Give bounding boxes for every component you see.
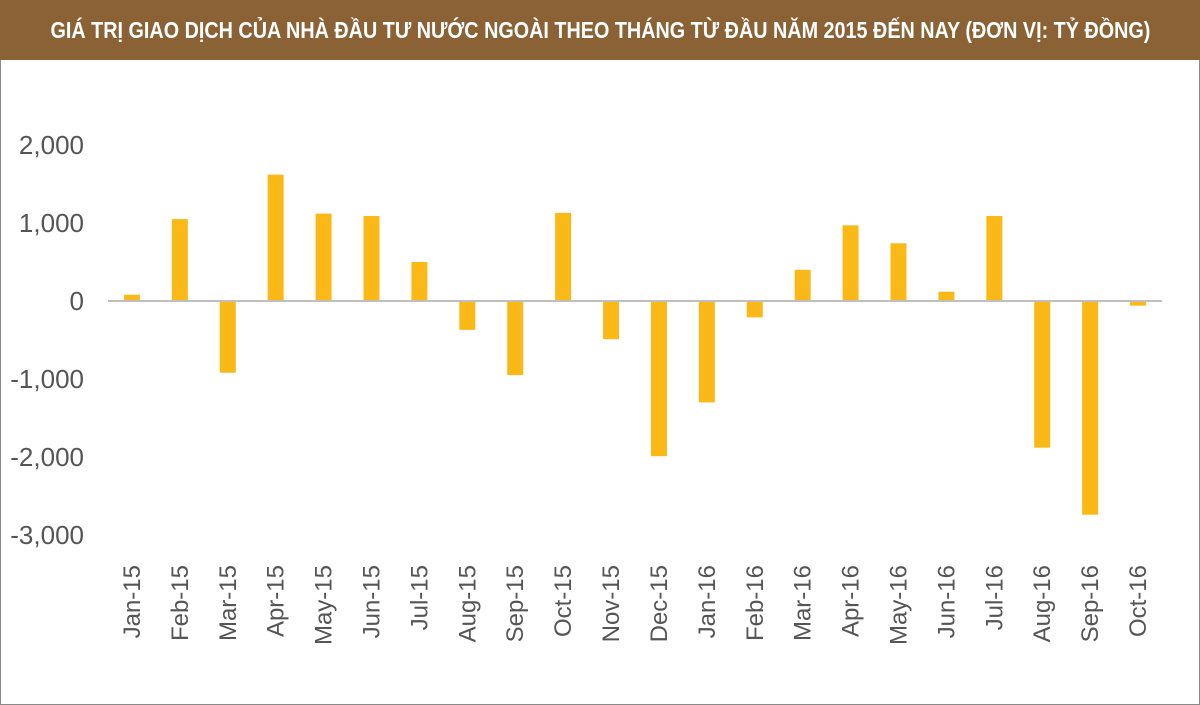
bar-mar-16 [794,269,811,301]
x-tick-label: Apr-15 [263,565,290,637]
bar-feb-15 [171,219,188,301]
bar-apr-16 [842,225,859,301]
bar-sep-15 [507,301,524,376]
bar-aug-15 [459,301,476,330]
y-tick-label: -3,000 [10,520,84,550]
bar-may-16 [890,243,907,301]
x-tick-label: Oct-16 [1125,565,1152,637]
bar-oct-16 [1130,301,1147,306]
bar-jul-15 [411,262,428,301]
bar-jan-15 [123,294,140,301]
x-tick-label: Mar-15 [215,565,242,641]
bar-series [123,174,1147,515]
x-tick-label: Apr-16 [838,565,865,637]
x-tick-label: Feb-15 [167,565,194,641]
bar-may-15 [315,213,332,301]
y-tick-label: 2,000 [19,130,84,160]
chart-title: GIÁ TRỊ GIAO DỊCH CỦA NHÀ ĐẦU TƯ NƯỚC NG… [50,16,1150,43]
bar-mar-15 [219,301,236,373]
bar-apr-15 [267,174,284,301]
y-tick-label: -2,000 [10,442,84,472]
bar-sep-16 [1082,301,1099,515]
x-tick-label: Oct-15 [550,565,577,637]
y-tick-label: 0 [70,286,84,316]
x-tick-label: Jan-15 [119,565,146,638]
x-tick-label: Sep-16 [1077,565,1104,642]
bar-oct-15 [555,212,572,301]
x-tick-label: Jul-16 [981,565,1008,630]
title-bar: GIÁ TRỊ GIAO DỊCH CỦA NHÀ ĐẦU TƯ NƯỚC NG… [0,0,1200,60]
x-tick-label: Feb-16 [742,565,769,641]
y-axis-ticks: 2,000 1,000 0 -1,000 -2,000 -3,000 [10,130,84,550]
x-tick-label: May-15 [311,565,338,645]
y-tick-label: -1,000 [10,364,84,394]
x-tick-label: Jun-16 [933,565,960,638]
x-tick-label: Jan-16 [694,565,721,638]
x-axis-ticks: Jan-15 Feb-15 Mar-15 Apr-15 May-15 Jun-15 Jul-… [119,565,1152,645]
bar-nov-15 [603,301,620,340]
bar-jul-16 [986,215,1003,301]
x-tick-label: May-16 [886,565,913,645]
x-tick-label: Nov-15 [598,565,625,642]
bar-feb-16 [746,301,763,318]
x-tick-label: Sep-15 [502,565,529,642]
y-tick-label: 1,000 [19,208,84,238]
bar-aug-16 [1034,301,1051,448]
bar-jun-16 [938,291,955,301]
x-tick-label: Aug-16 [1029,565,1056,642]
x-tick-label: Aug-15 [454,565,481,642]
x-tick-label: Dec-15 [646,565,673,642]
bar-chart: 2,000 1,000 0 -1,000 -2,000 -3,000 Jan-15 Feb-… [10,130,1162,645]
x-tick-label: Mar-16 [790,565,817,641]
bar-jun-15 [363,215,380,301]
x-tick-label: Jul-15 [406,565,433,630]
bar-jan-16 [698,301,715,403]
bar-dec-15 [650,301,667,457]
x-tick-label: Jun-15 [359,565,386,638]
